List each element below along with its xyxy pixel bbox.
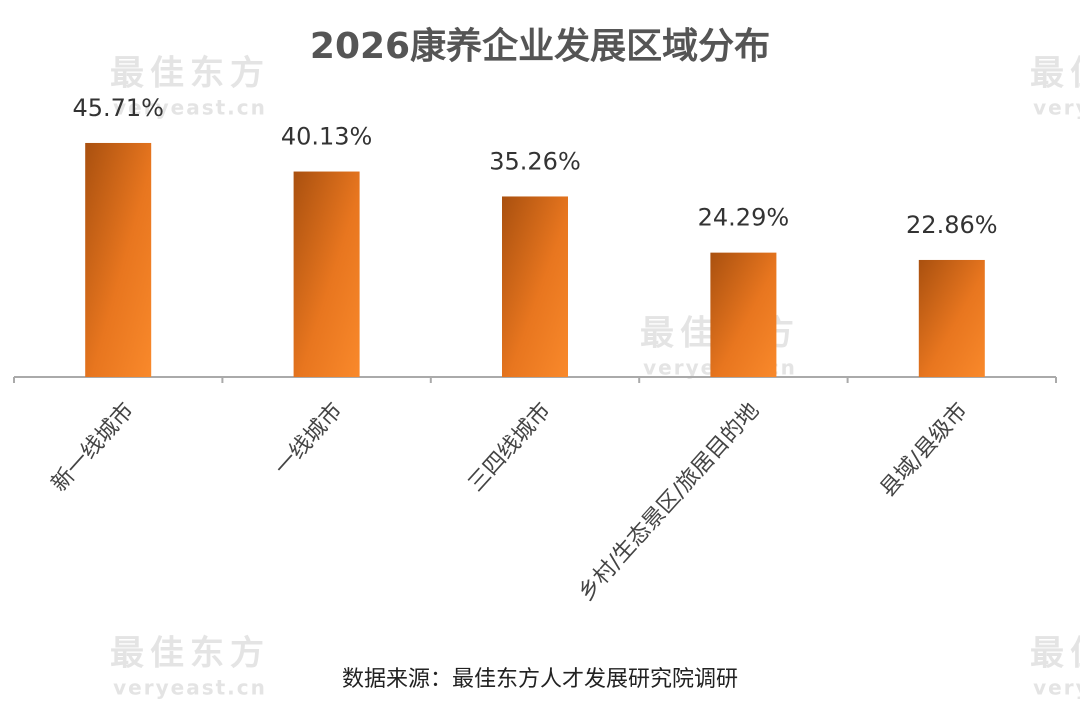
x-tick-label: 一线城市 bbox=[270, 398, 347, 480]
value-label: 40.13% bbox=[281, 123, 373, 151]
watermark-site: veryeast.cn bbox=[1033, 676, 1080, 700]
x-tick-label: 乡村/生态景区/旅居目的地 bbox=[574, 398, 764, 606]
watermark-site: veryeast.cn bbox=[113, 96, 267, 120]
value-label: 35.26% bbox=[489, 147, 581, 175]
x-tick-label: 县域/县级市 bbox=[876, 398, 973, 502]
watermark-name: 最佳东方 bbox=[1030, 634, 1080, 674]
watermark-name: 最佳东方 bbox=[110, 54, 270, 94]
watermark-name: 最佳东方 bbox=[110, 634, 270, 674]
bar bbox=[293, 171, 360, 377]
value-label: 24.29% bbox=[698, 204, 790, 232]
bar bbox=[710, 252, 777, 377]
bar bbox=[502, 196, 568, 377]
watermark-site: veryeast.cn bbox=[1033, 96, 1080, 120]
source-note: 数据来源：最佳东方人才发展研究院调研 bbox=[342, 667, 738, 692]
chart-title: 2026康养企业发展区域分布 bbox=[310, 25, 770, 67]
bar bbox=[85, 142, 152, 377]
value-label: 22.86% bbox=[906, 211, 998, 239]
value-label: 45.71% bbox=[72, 94, 164, 122]
x-tick-label: 三四线城市 bbox=[464, 398, 556, 496]
x-tick-label: 新一线城市 bbox=[47, 398, 139, 496]
watermark-name: 最佳东方 bbox=[1030, 54, 1080, 94]
bar bbox=[918, 259, 985, 377]
watermark-site: veryeast.cn bbox=[113, 676, 267, 700]
